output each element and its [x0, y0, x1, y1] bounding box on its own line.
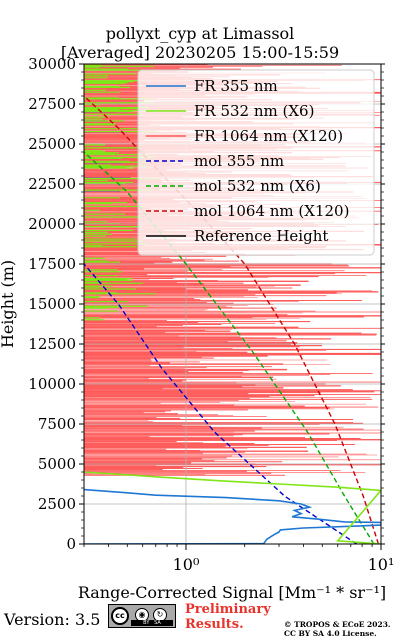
copyright-line2: CC BY SA 4.0 License. — [284, 629, 377, 638]
y-tick-label: 27500 — [28, 95, 76, 113]
copyright-notice: © TROPOS & ECoE 2023. CC BY SA 4.0 Licen… — [284, 620, 391, 638]
legend-label: FR 1064 nm (X120) — [194, 127, 343, 145]
x-tick-label: 10¹ — [368, 555, 395, 574]
legend-label: mol 532 nm (X6) — [194, 177, 321, 195]
preliminary-line2: Results. — [185, 617, 244, 632]
chart-title-line1: pollyxt_cyp at Limassol — [105, 24, 295, 43]
y-tick-label: 15000 — [28, 295, 76, 313]
legend-label: mol 1064 nm (X120) — [194, 202, 349, 220]
series-mol-1064-nm-x120- — [84, 95, 380, 544]
series-fr-532-nm-x6- — [84, 471, 381, 544]
y-tick-label: 10000 — [28, 375, 76, 393]
ticks-layer: 10⁰ 10¹ 0 2500 5000 7500 10000 12500 15000 17500 2… — [28, 55, 394, 574]
version-label: Version: 3.5 — [4, 610, 101, 629]
x-tick-label: 10⁰ — [173, 555, 200, 574]
y-tick-label: 20000 — [28, 215, 76, 233]
legend-label: mol 355 nm — [194, 152, 284, 170]
x-axis-label: Range-Corrected Signal [Mm⁻¹ * sr⁻¹] — [78, 583, 386, 602]
series-mol-532-nm-x6- — [84, 151, 375, 544]
y-tick-label: 0 — [66, 535, 76, 553]
legend: FR 355 nm FR 532 nm (X6) FR 1064 nm (X120)… — [137, 69, 375, 256]
y-axis-label: Height (m) — [0, 260, 17, 348]
copyright-line1: © TROPOS & ECoE 2023. — [284, 620, 391, 629]
series-layer — [84, 95, 381, 544]
legend-label: Reference Height — [194, 227, 328, 245]
legend-label: FR 532 nm (X6) — [194, 102, 314, 120]
cc-license-badge[interactable]: cc ◉ ↻ BY SA — [108, 604, 176, 628]
preliminary-line1: Preliminary — [185, 602, 271, 617]
legend-box — [137, 69, 375, 256]
y-tick-label: 12500 — [28, 335, 76, 353]
y-tick-label: 22500 — [28, 175, 76, 193]
y-tick-label: 30000 — [28, 55, 76, 73]
by-icon: ◉ — [135, 608, 149, 622]
series-fr-355-nm — [84, 488, 381, 544]
cc-icon: cc — [111, 607, 129, 625]
y-tick-label: 2500 — [38, 495, 76, 513]
chart-title-line2: [Averaged] 20230205 15:00-15:59 — [60, 43, 340, 62]
cc-strip-label: BY SA — [131, 620, 173, 626]
legend-label: FR 355 nm — [194, 77, 278, 95]
preliminary-notice: Preliminary Results. — [185, 602, 271, 632]
y-tick-label: 7500 — [38, 415, 76, 433]
y-tick-label: 25000 — [28, 135, 76, 153]
y-tick-label: 17500 — [28, 255, 76, 273]
y-tick-label: 5000 — [38, 455, 76, 473]
